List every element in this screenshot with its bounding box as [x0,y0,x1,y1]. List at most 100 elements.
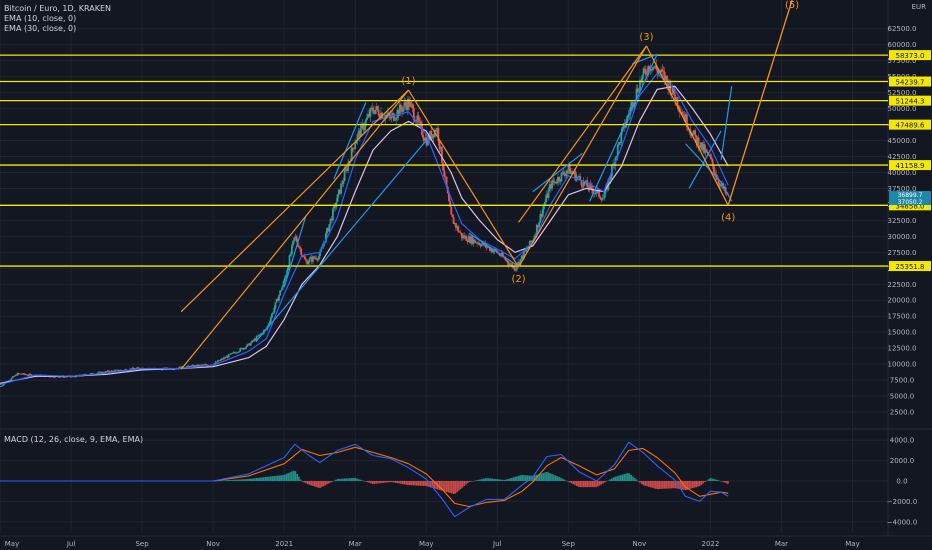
candle-body [494,248,497,251]
macd-histogram-bar [361,480,363,481]
macd-histogram-bar [519,475,522,481]
candle-body [471,236,474,244]
candle-body [9,379,12,381]
macd-histogram-bar [254,478,256,481]
macd-histogram-bar [291,471,293,481]
macd-histogram-bar [345,478,348,481]
candle-body [539,214,542,223]
macd-histogram-bar [324,481,327,486]
candle-body [559,181,562,182]
ema-fast-legend[interactable]: EMA (10, close, 0) [4,14,77,23]
macd-histogram-bar [234,479,237,481]
candle-body [258,334,260,337]
macd-histogram-bar [727,481,729,484]
candle-body [337,189,340,195]
macd-histogram-bar [646,481,648,487]
ema-fast-line [0,72,729,386]
elliott-wave-leg [180,89,409,370]
candle-body [472,239,475,244]
macd-histogram-bar [656,481,659,490]
candle-body [520,255,523,259]
candle-body [220,358,223,360]
macd-histogram-bar [512,477,515,481]
candle-body [401,109,403,112]
candle-body [542,205,545,210]
macd-histogram-bar [261,477,263,481]
candle-body [397,110,400,116]
candle-body [541,209,544,217]
candle-body [479,244,482,247]
macd-histogram-bar [698,481,701,487]
macd-histogram-bar [331,481,334,482]
candle-body [669,82,672,95]
candle-body [603,190,606,198]
symbol-title: Bitcoin / Euro, 1D, KRAKEN [4,4,112,13]
candle-body [281,285,284,290]
candle-body [317,256,320,260]
price-tick-label: 5000.0 [890,393,915,401]
candle-body [666,75,668,82]
macd-histogram-bar [528,475,531,481]
candle-body [516,267,518,270]
macd-histogram-bar [405,481,407,485]
macd-histogram-bar [644,481,647,486]
candle-body [660,69,662,73]
currency-label: EUR [911,3,926,11]
level-price-badge [889,119,931,130]
level-price-label: 58373.0 [896,52,925,60]
macd-histogram-bar [670,481,673,489]
candle-body [353,148,355,150]
candle-body [719,184,722,187]
macd-histogram-bar [600,481,603,485]
candle-body [428,135,430,140]
candle-body [384,115,387,119]
macd-histogram-bar [389,481,392,483]
candle-body [452,217,455,224]
ema-slow-legend[interactable]: EMA (30, close, 0) [4,24,77,33]
candle-body [285,274,287,278]
macd-histogram-bar [454,481,457,494]
level-price-label: 25351.8 [896,263,925,271]
candle-body [416,115,419,123]
macd-histogram-bar [310,481,313,486]
candle-body [504,257,507,260]
candle-body [233,352,236,353]
candle-body [328,224,331,232]
candle-body [571,171,573,173]
macd-histogram-bar [236,479,239,481]
macd-histogram-bar [538,473,541,481]
candle-body [586,180,589,187]
candle-body [192,365,195,368]
candle-body [518,261,521,265]
macd-histogram-bar [375,481,378,484]
candle-body [425,137,428,146]
candle-body [574,171,577,181]
price-tick-label: 30000.0 [888,233,917,241]
price-tick-label: 22500.0 [888,281,917,289]
candle-body [710,157,713,160]
candle-body [682,114,685,116]
candle-body [16,373,19,376]
candle-body [419,121,422,124]
macd-histogram-bar [723,481,726,483]
candle-body [319,251,321,257]
macd-histogram-bar [326,481,328,485]
macd-histogram-bar [684,481,687,491]
macd-histogram-bar [396,481,399,484]
macd-histogram-bar [366,481,369,483]
candle-body [573,171,576,175]
macd-histogram-bar [658,481,661,490]
elliott-wave-label: (5) [785,0,799,11]
candle-body [306,260,309,265]
macd-histogram-bar [433,481,436,489]
macd-legend[interactable]: MACD (12, 26, close, 9, EMA, EMA) [4,435,144,444]
macd-histogram-bar [537,474,539,481]
candle-body [700,142,702,148]
candle-body [685,114,688,128]
candle-body [252,340,255,342]
macd-histogram-bar [294,471,297,481]
candle-body [344,168,347,171]
candle-body [286,269,289,275]
candle-body [618,142,620,145]
